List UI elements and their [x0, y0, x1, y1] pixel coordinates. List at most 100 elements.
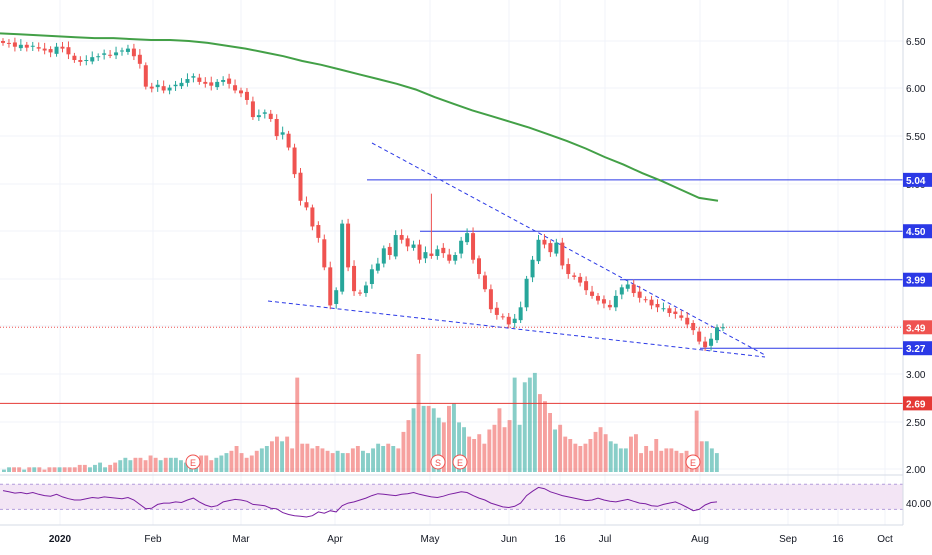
event-marker-label: E	[190, 458, 196, 468]
candle-body	[488, 289, 493, 310]
volume-bar	[634, 434, 638, 472]
volume-bar	[179, 460, 183, 472]
candle-body	[524, 278, 529, 308]
volume-bar	[270, 441, 274, 472]
candle-body	[304, 202, 309, 208]
event-marker-label: E	[690, 458, 696, 468]
candle-body	[215, 81, 220, 88]
volume-bar	[391, 446, 396, 472]
x-tick-label: Jun	[501, 534, 517, 545]
volume-bar	[300, 443, 305, 472]
price-level-badge	[903, 396, 932, 411]
x-tick-label: Mar	[232, 534, 250, 545]
volume-bar	[67, 467, 72, 472]
candle-body	[494, 307, 499, 315]
volume-bar	[396, 448, 401, 472]
candle-body	[679, 315, 684, 318]
candle-body	[560, 242, 565, 266]
candle-body	[411, 244, 416, 248]
candle-body	[227, 78, 232, 84]
volume-bar	[295, 377, 300, 472]
candle-body	[125, 48, 130, 52]
candle-body	[613, 295, 618, 308]
volume-bar	[548, 413, 552, 472]
volume-bar	[578, 446, 583, 472]
volume-bar	[184, 462, 188, 472]
candle-body	[18, 44, 23, 49]
candle-body	[435, 249, 440, 256]
candle-body	[607, 304, 612, 308]
price-level-label: 4.50	[906, 227, 926, 238]
y-tick-label: 2.50	[906, 418, 926, 429]
volume-bar	[310, 448, 315, 472]
x-tick-label: 2020	[49, 534, 72, 545]
price-level-label: 5.04	[906, 176, 926, 187]
candle-body	[387, 246, 392, 255]
candle-body	[24, 44, 29, 48]
volume-bar	[558, 424, 563, 472]
volume-bar	[249, 455, 254, 472]
candle-body	[572, 275, 577, 277]
event-marker	[185, 454, 201, 470]
rsi-line	[2, 486, 718, 518]
candle-body	[280, 132, 285, 135]
volume-bar	[229, 450, 234, 472]
candle-body	[262, 112, 267, 114]
volume-bar	[113, 462, 118, 472]
candle-body	[381, 248, 386, 264]
candle-body	[60, 46, 65, 49]
volume-bar	[204, 455, 209, 472]
candle-body	[316, 225, 321, 238]
candle-body	[673, 311, 678, 314]
volume-bar	[457, 422, 461, 472]
event-marker-label: E	[457, 458, 463, 468]
candle-body	[405, 238, 410, 247]
volume-bar	[57, 467, 62, 472]
y-tick-label: 6.00	[906, 84, 926, 95]
candle-body	[369, 269, 374, 285]
trendline-upper	[371, 142, 766, 356]
axes	[0, 0, 904, 526]
candle-body	[482, 275, 487, 290]
rsi-tick-label: 40.00	[906, 499, 931, 510]
volume-bar	[315, 446, 320, 472]
volume-bar	[143, 460, 148, 472]
candle-body	[363, 285, 368, 294]
level-price-badges: 5.04 4.50 3.99 3.49 3.27 2.69	[903, 172, 932, 411]
trendline-lower	[267, 300, 766, 358]
volume-bar	[214, 457, 219, 472]
candle-body	[441, 247, 446, 254]
candle-body	[453, 255, 458, 261]
volume-bar	[512, 377, 517, 472]
candle-body	[459, 240, 464, 254]
trendlines	[267, 142, 766, 358]
volume-bar	[482, 443, 487, 472]
volume-bar	[345, 453, 350, 472]
candle-body	[649, 299, 654, 306]
volume-bar	[163, 457, 168, 472]
candle-body	[48, 49, 53, 53]
volume-bar	[714, 453, 719, 472]
volume-bar	[421, 405, 426, 472]
candle-body	[720, 327, 725, 329]
candle-body	[30, 45, 35, 47]
candle-body	[137, 54, 142, 64]
volume-bar	[77, 464, 82, 472]
candle-body	[221, 79, 226, 82]
volume-bar	[452, 403, 456, 472]
volume-bar	[462, 427, 466, 472]
candle-body	[6, 42, 11, 44]
candle-body	[173, 84, 178, 87]
candle-body	[12, 42, 17, 47]
x-tick-label: Sep	[779, 534, 797, 545]
volume-bar	[17, 467, 22, 472]
candle-body	[108, 54, 113, 56]
volume-bar	[290, 448, 295, 472]
volume-bar	[361, 450, 365, 472]
volume-bar	[305, 443, 310, 472]
moving-average	[0, 32, 719, 202]
horizontal-levels	[0, 179, 903, 404]
grid	[0, 0, 903, 525]
candle-body	[358, 292, 362, 294]
